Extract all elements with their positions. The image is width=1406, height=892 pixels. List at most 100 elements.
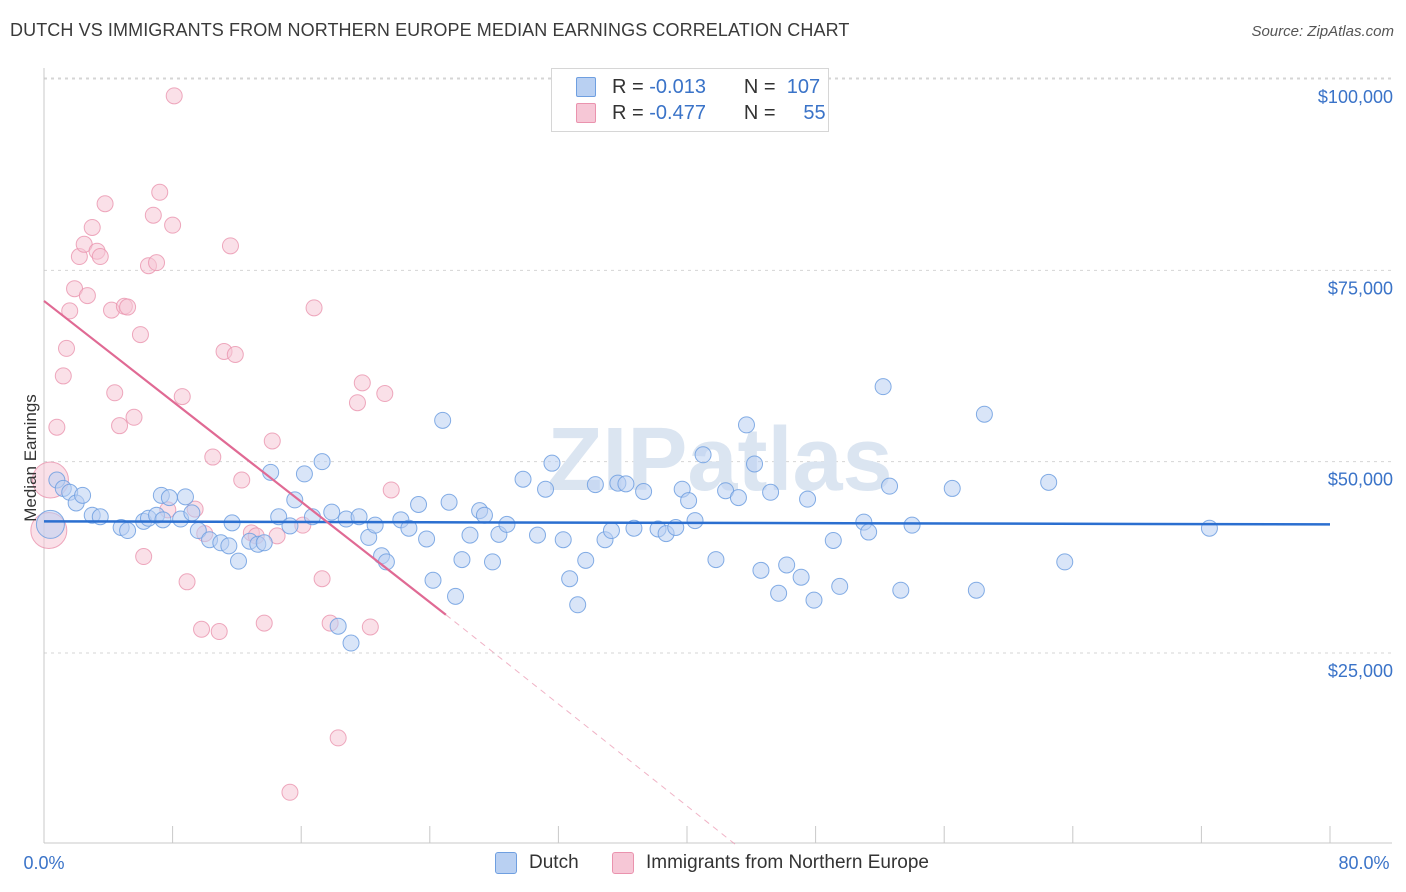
immigrants-point (353, 374, 371, 392)
dutch-swatch (576, 77, 596, 97)
dutch-point (752, 561, 770, 579)
dutch-point (881, 477, 899, 495)
dutch-point (35, 509, 65, 539)
immigrants-point (376, 385, 394, 403)
dutch-point (230, 552, 248, 570)
immigrants-point (204, 448, 222, 466)
bottom-legend-dutch: Dutch (495, 852, 579, 874)
dutch-point (554, 531, 572, 549)
x-tick-labels: 0.0% 80.0% (23, 853, 1389, 873)
immigrants-point (96, 195, 114, 213)
dutch-point (770, 584, 788, 602)
immigrants-point (119, 298, 137, 316)
dutch-point (543, 454, 561, 472)
dutch-point (792, 568, 810, 586)
immigrants-point (91, 248, 109, 266)
immigrants-point (210, 623, 228, 641)
immigrants-point (165, 87, 183, 105)
dutch-point (805, 591, 823, 609)
y-axis-label: Median Earnings (21, 394, 40, 522)
r-label: R = (612, 75, 644, 98)
dutch-point (410, 496, 428, 514)
dutch-point (1056, 553, 1074, 571)
immigrants-swatch (576, 103, 596, 123)
dutch-point (799, 490, 817, 508)
dutch-point (975, 405, 993, 423)
y-tick-label: $25,000 (1328, 661, 1393, 681)
axes (43, 68, 1392, 844)
immigrants-point (48, 418, 66, 436)
immigrants-point (164, 216, 182, 234)
x-tick-label: 80.0% (1338, 853, 1389, 873)
dutch-point (461, 526, 479, 544)
immigrants-point (382, 481, 400, 499)
dutch-point (943, 479, 961, 497)
dutch-point (424, 571, 442, 589)
immigrants-point (83, 218, 101, 236)
immigrants-point (144, 206, 162, 224)
immigrants-point (178, 573, 196, 591)
r-label: R = (612, 101, 644, 124)
dutch-point (860, 523, 878, 541)
dutch-point (281, 517, 299, 535)
r-value: -0.013 (649, 75, 706, 98)
dutch-point (366, 516, 384, 534)
dutch-point (74, 486, 92, 504)
dutch-point (295, 465, 313, 483)
dutch-trend-line (43, 520, 1331, 526)
dutch-point (778, 556, 796, 574)
dutch-point (694, 446, 712, 464)
immigrants-point (313, 570, 331, 588)
source-label: Source: ZipAtlas.com (1251, 23, 1394, 40)
dutch-point (903, 516, 921, 534)
dutch-point (483, 553, 501, 571)
dutch-point (561, 570, 579, 588)
dutch-point (537, 480, 555, 498)
dutch-point (434, 411, 452, 429)
dutch-point (400, 519, 418, 537)
x-tick-label: 0.0% (23, 853, 64, 873)
n-label: N = (743, 101, 776, 124)
y-tick-labels: $25,000 $50,000 $75,000 $100,000 (1318, 87, 1393, 681)
dutch-point (892, 581, 910, 599)
y-tick-label: $75,000 (1328, 278, 1393, 298)
legend-row-dutch: R = -0.013 N = 107 (576, 75, 820, 99)
dutch-point (586, 476, 604, 494)
immigrants-trend-extension (445, 614, 736, 845)
dutch-point (680, 492, 698, 510)
dutch-point (729, 489, 747, 507)
dutch-point (707, 551, 725, 569)
dutch-point (1040, 473, 1058, 491)
dutch-point (577, 551, 595, 569)
dutch-point (967, 581, 985, 599)
immigrants-points (30, 87, 400, 801)
dutch-point (737, 416, 755, 434)
n-value: 55 (803, 101, 826, 124)
immigrants-point (148, 254, 166, 272)
dutch-point (746, 455, 764, 473)
r-value: -0.477 (649, 101, 706, 124)
y-tick-label: $50,000 (1328, 470, 1393, 490)
immigrants-point (151, 183, 169, 201)
immigrants-point (193, 620, 211, 638)
bottom-legend-immigrants: Immigrants from Northern Europe (612, 852, 929, 874)
dutch-point (286, 491, 304, 509)
dutch-point (874, 378, 892, 396)
dutch-points (35, 378, 1218, 652)
dutch-point (323, 503, 341, 521)
dutch-point (686, 512, 704, 530)
dutch-point (453, 551, 471, 569)
legend-row-immigrants: R = -0.477 N = 55 (576, 101, 826, 125)
immigrants-point (58, 339, 76, 357)
dutch-point (602, 522, 620, 540)
dutch-point (1200, 519, 1218, 537)
immigrants-point (281, 783, 299, 801)
dutch-point (498, 515, 516, 533)
correlation-legend: R = -0.013 N = 107 R = -0.477 N = 55 (551, 68, 829, 132)
dutch-point (119, 522, 137, 540)
immigrants-point (233, 471, 251, 489)
dutch-point (514, 470, 532, 488)
immigrants-point (361, 618, 379, 636)
dutch-legend-swatch (495, 852, 517, 874)
immigrants-point (329, 729, 347, 747)
